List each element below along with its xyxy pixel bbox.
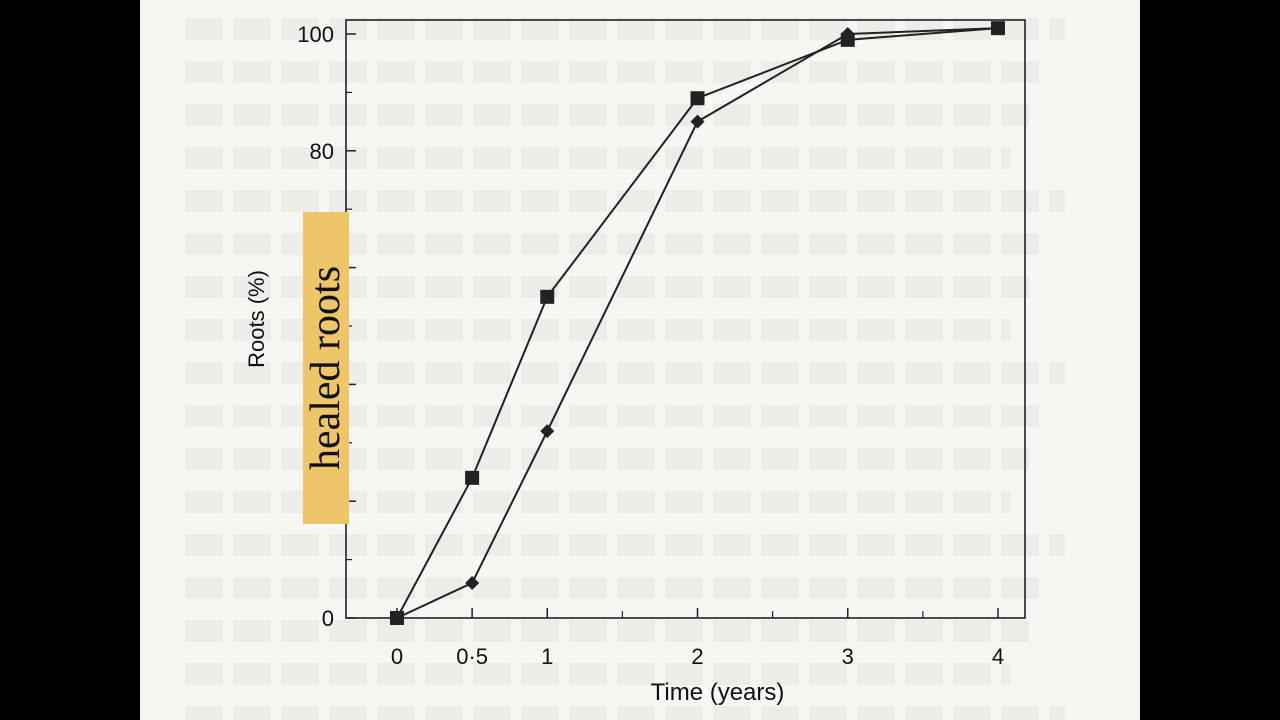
- x-tick-label: 1: [541, 644, 553, 669]
- x-tick-label: 2: [691, 644, 703, 669]
- x-tick-label: 0: [391, 644, 403, 669]
- annotation-label: healed roots: [303, 265, 349, 471]
- y-tick-label: 0: [322, 606, 334, 631]
- x-tick-label: 4: [992, 644, 1004, 669]
- data-point-diamond: [991, 21, 1005, 36]
- x-tick-label: 3: [842, 644, 854, 669]
- x-tick-label: 0·5: [456, 644, 488, 669]
- y-tick-label: 100: [297, 22, 334, 47]
- data-point-square: [690, 91, 705, 106]
- data-point-diamond: [540, 424, 555, 439]
- data-point-square: [465, 470, 480, 485]
- y-tick-label: 80: [310, 139, 334, 164]
- data-point-diamond: [390, 611, 404, 625]
- data-point-diamond: [690, 114, 705, 129]
- series-line-2: [396, 27, 999, 619]
- x-axis-label: Time (years): [651, 679, 785, 706]
- y-axis-label: Roots (%): [244, 270, 269, 368]
- plot-frame: [345, 19, 1026, 619]
- series-line-1: [396, 27, 999, 619]
- data-point-diamond: [465, 575, 480, 590]
- data-point-diamond: [840, 27, 855, 41]
- annotation-highlight: healed roots: [303, 212, 349, 524]
- data-point-square: [540, 289, 555, 304]
